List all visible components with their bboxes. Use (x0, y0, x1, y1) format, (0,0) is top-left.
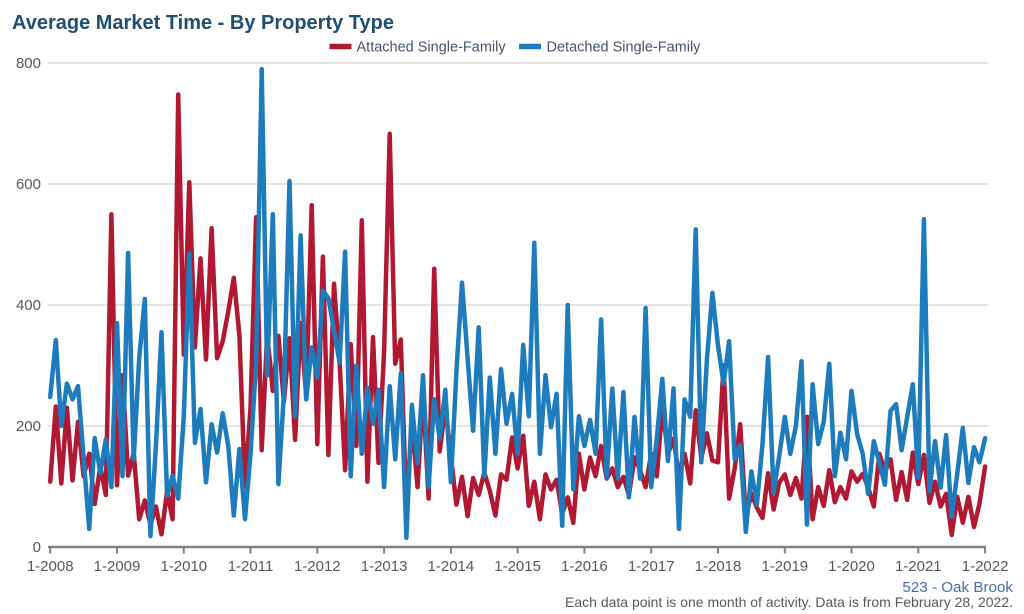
svg-text:1-2016: 1-2016 (561, 558, 608, 575)
svg-text:600: 600 (16, 176, 41, 193)
svg-text:1-2012: 1-2012 (294, 558, 341, 575)
svg-text:400: 400 (16, 297, 41, 314)
svg-text:1-2020: 1-2020 (828, 558, 875, 575)
svg-text:1-2008: 1-2008 (27, 558, 74, 575)
svg-text:200: 200 (16, 418, 41, 435)
svg-text:1-2011: 1-2011 (228, 558, 274, 575)
svg-text:1-2010: 1-2010 (160, 558, 207, 575)
svg-text:1-2019: 1-2019 (761, 558, 808, 575)
svg-text:1-2022: 1-2022 (962, 558, 1009, 575)
svg-text:Average Market Time - By Prope: Average Market Time - By Property Type (12, 12, 394, 34)
svg-text:1-2017: 1-2017 (628, 558, 675, 575)
svg-text:1-2014: 1-2014 (428, 558, 475, 575)
svg-text:Each data point is one month o: Each data point is one month of activity… (565, 594, 1013, 610)
svg-text:Detached Single-Family: Detached Single-Family (547, 40, 702, 56)
svg-text:Attached Single-Family: Attached Single-Family (357, 40, 507, 56)
svg-text:523 - Oak Brook: 523 - Oak Brook (902, 579, 1013, 596)
svg-text:1-2009: 1-2009 (94, 558, 141, 575)
svg-text:800: 800 (16, 55, 41, 72)
svg-text:1-2018: 1-2018 (695, 558, 742, 575)
svg-text:1-2021: 1-2021 (895, 558, 942, 575)
svg-text:0: 0 (33, 539, 41, 556)
svg-text:1-2013: 1-2013 (361, 558, 408, 575)
svg-text:1-2015: 1-2015 (494, 558, 541, 575)
